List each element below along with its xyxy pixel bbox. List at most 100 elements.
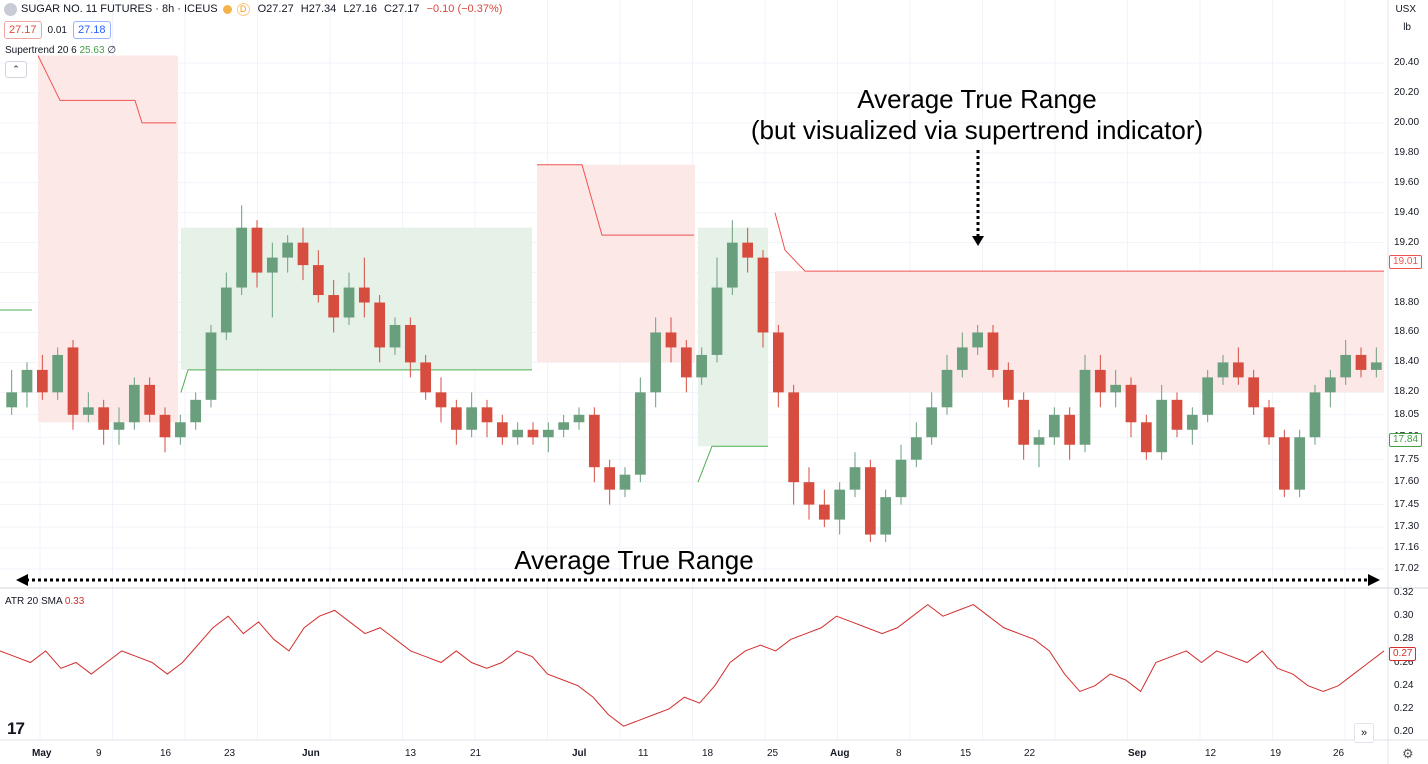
- candle-body: [1294, 437, 1306, 490]
- price-tick-label: 17.30: [1394, 521, 1420, 533]
- candle-body: [604, 467, 616, 490]
- candle-body: [834, 489, 846, 520]
- candle-body: [1186, 414, 1198, 430]
- time-tick-label: Aug: [830, 748, 850, 759]
- candle-body: [236, 227, 248, 288]
- market-status-icon: [222, 4, 232, 14]
- candle-body: [251, 227, 263, 273]
- trade-buttons: 27.17 0.01 27.18: [4, 21, 111, 39]
- candle-body: [435, 392, 447, 408]
- atr-legend[interactable]: ATR 20 SMA 0.33: [5, 596, 84, 607]
- candle-body: [619, 474, 631, 490]
- tradingview-logo[interactable]: 17: [7, 719, 25, 738]
- scroll-to-realtime-button[interactable]: »: [1354, 723, 1374, 743]
- candle-body: [420, 362, 432, 393]
- supertrend-extra: ∅: [107, 45, 117, 56]
- low-value: L27.16: [343, 3, 377, 15]
- candle-body: [665, 332, 677, 348]
- candle-body: [1324, 377, 1336, 393]
- change-value: −0.10 (−0.37%): [426, 3, 503, 15]
- price-tick-label: 19.20: [1394, 236, 1420, 248]
- candle-body: [772, 332, 784, 393]
- candle-body: [588, 414, 600, 468]
- time-tick-label: 11: [638, 748, 649, 759]
- arrow-right-head: [1368, 574, 1380, 586]
- candle-body: [404, 324, 416, 363]
- candle-body: [1278, 437, 1290, 490]
- price-tick-label: 19.40: [1394, 206, 1420, 218]
- price-tick-label: 18.05: [1394, 408, 1420, 420]
- time-tick-label: 23: [224, 748, 236, 759]
- sell-price-button[interactable]: 27.17: [4, 21, 42, 39]
- candle-body: [481, 407, 493, 423]
- supertrend-value: 25.63: [79, 45, 105, 56]
- supertrend-red-line: [537, 164, 694, 236]
- gear-icon[interactable]: ⚙: [1402, 746, 1414, 761]
- candle-body: [864, 467, 876, 535]
- price-tick-label: 18.20: [1394, 386, 1420, 398]
- chevron-up-icon[interactable]: ⌃: [5, 61, 27, 78]
- candle-body: [1064, 414, 1076, 445]
- candle-body: [128, 384, 140, 423]
- candle-body: [496, 422, 508, 438]
- currency-label[interactable]: USX: [1395, 4, 1416, 15]
- annotation-top-line1: Average True Range: [857, 84, 1097, 114]
- price-tick-label: 17.75: [1394, 453, 1420, 465]
- time-tick-label: 16: [160, 748, 172, 759]
- time-tick-label: Jul: [572, 748, 587, 759]
- supertrend-red-line: [37, 55, 176, 124]
- time-tick-label: 15: [960, 748, 972, 759]
- atr-tick-label: 0.24: [1394, 679, 1414, 691]
- candle-body: [956, 347, 968, 370]
- candle-body: [972, 332, 984, 348]
- atr-line: [0, 603, 1385, 727]
- arrow-down-head: [972, 236, 984, 246]
- candle-body: [82, 407, 94, 415]
- candle-body: [1033, 437, 1045, 445]
- supertrend-green-line: [697, 445, 768, 483]
- candle-body: [1263, 407, 1275, 438]
- arrow-left-head: [16, 574, 28, 586]
- symbol-title[interactable]: SUGAR NO. 11 FUTURES · 8h · ICEUS: [21, 3, 218, 15]
- price-tick-label: 18.40: [1394, 356, 1420, 368]
- time-tick-label: 9: [96, 748, 102, 759]
- candle-body: [266, 257, 278, 273]
- time-tick-label: 13: [405, 748, 417, 759]
- atr-tick-label: 0.20: [1394, 726, 1414, 737]
- candle-body: [113, 422, 125, 430]
- price-tick-label: 20.20: [1394, 86, 1420, 98]
- price-tick-label: 17.16: [1394, 542, 1420, 554]
- time-tick-label: Jun: [302, 748, 320, 759]
- time-tick-label: 21: [470, 748, 482, 759]
- candle-body: [1355, 354, 1367, 370]
- candle-body: [389, 324, 401, 348]
- time-tick-label: 25: [767, 748, 779, 759]
- unit-label[interactable]: lb: [1403, 22, 1411, 33]
- price-tick-label: 17.60: [1394, 476, 1420, 488]
- candle-body: [1125, 384, 1137, 423]
- supertrend-fill: [181, 227, 532, 370]
- supertrend-legend[interactable]: Supertrend 20 6 25.63 ∅: [5, 45, 116, 56]
- candle-body: [1110, 384, 1122, 393]
- candle-body: [1048, 414, 1060, 438]
- price-tick-label: 18.80: [1394, 296, 1420, 308]
- candle-body: [573, 414, 585, 423]
- time-tick-label: Sep: [1128, 748, 1147, 759]
- candle-body: [1370, 362, 1382, 370]
- atr-current-badge: 0.27: [1389, 647, 1417, 661]
- buy-price-button[interactable]: 27.18: [73, 21, 111, 39]
- spread-value: 0.01: [47, 24, 67, 36]
- ohlc-readout: O27.27 H27.34 L27.16 C27.17 −0.10 (−0.37…: [258, 3, 507, 15]
- price-tick-label: 20.40: [1394, 57, 1420, 68]
- candle-body: [1171, 399, 1183, 430]
- candle-body: [818, 504, 830, 520]
- price-tick-label: 18.60: [1394, 326, 1420, 338]
- candle-body: [159, 414, 171, 438]
- candle-body: [297, 242, 309, 266]
- supertrend-fill: [537, 164, 695, 363]
- candle-body: [1002, 369, 1014, 400]
- close-value: C27.17: [384, 3, 420, 15]
- atr-tick-label: 0.32: [1394, 587, 1414, 598]
- candle-body: [680, 347, 692, 378]
